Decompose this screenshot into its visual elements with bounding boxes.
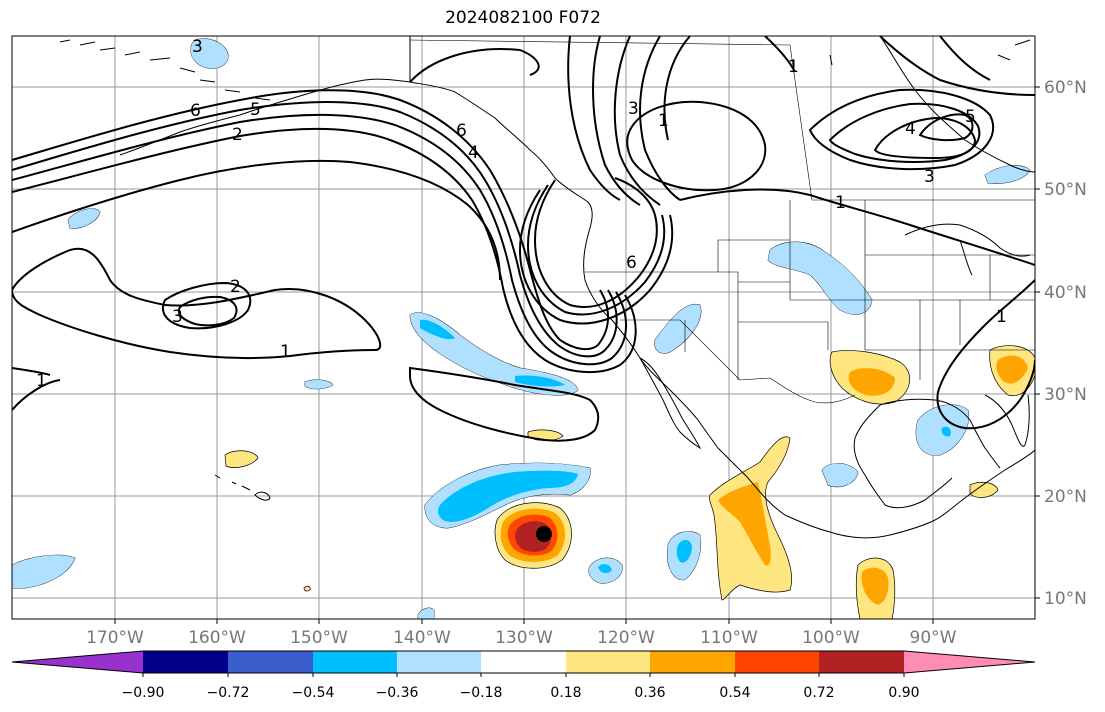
lat-label: 40°N bbox=[1044, 283, 1087, 303]
colorbar-label: −0.72 bbox=[207, 685, 250, 701]
colorbar-segment bbox=[735, 651, 819, 673]
lon-label: 160°W bbox=[188, 628, 246, 648]
colorbar-label: 0.90 bbox=[888, 685, 919, 701]
colorbar-label: 0.72 bbox=[803, 685, 834, 701]
lat-label: 30°N bbox=[1044, 385, 1087, 405]
colorbar-labels: −0.90 −0.72 −0.54 −0.36 −0.18 0.18 0.36 … bbox=[122, 685, 920, 701]
lat-labels: 60°N 50°N 40°N 30°N 20°N 10°N bbox=[1044, 78, 1087, 609]
colorbar-extend-max bbox=[904, 651, 1035, 673]
storm-center-marker bbox=[536, 526, 552, 542]
contour-label: 3 bbox=[192, 37, 203, 57]
lon-label: 140°W bbox=[393, 628, 451, 648]
contour-lines bbox=[12, 36, 1035, 442]
contour-label-group: 6 5 2 6 4 3 1 6 1 4 5 3 1 2 3 1 1 3 1 bbox=[36, 37, 1007, 391]
contour-label: 5 bbox=[965, 107, 976, 127]
contour-label: 1 bbox=[36, 371, 47, 391]
lon-label: 130°W bbox=[495, 628, 553, 648]
contour-label: 1 bbox=[996, 307, 1007, 327]
contour-label: 2 bbox=[230, 277, 241, 297]
lon-label: 120°W bbox=[597, 628, 655, 648]
lat-label: 50°N bbox=[1044, 180, 1087, 200]
colorbar-label: −0.54 bbox=[292, 685, 335, 701]
political-borders bbox=[409, 39, 1035, 404]
contour-label: 6 bbox=[190, 101, 201, 121]
contour-label: 3 bbox=[924, 167, 935, 187]
colorbar-label: 0.54 bbox=[719, 685, 750, 701]
lat-label: 10°N bbox=[1044, 589, 1087, 609]
contour-label: 1 bbox=[788, 57, 799, 77]
lon-label: 150°W bbox=[290, 628, 348, 648]
colorbar-segment bbox=[228, 651, 313, 673]
lat-ticks bbox=[1035, 86, 1040, 599]
lat-label: 20°N bbox=[1044, 487, 1087, 507]
contour-label: 6 bbox=[456, 121, 467, 141]
colorbar-segment bbox=[481, 651, 566, 673]
contour-label: 4 bbox=[468, 143, 479, 163]
lon-label: 170°W bbox=[86, 628, 144, 648]
contour-label: 5 bbox=[250, 100, 261, 120]
colorbar bbox=[11, 650, 1036, 677]
colorbar-segment bbox=[313, 651, 397, 673]
contour-label: 2 bbox=[232, 125, 243, 145]
colorbar-label: 0.36 bbox=[634, 685, 665, 701]
colorbar-segment bbox=[143, 651, 228, 673]
colorbar-segment bbox=[566, 651, 650, 673]
lon-ticks bbox=[114, 619, 934, 624]
contour-label: 3 bbox=[628, 99, 639, 119]
map-title: 2024082100 F072 bbox=[445, 8, 601, 28]
colorbar-segment bbox=[397, 651, 481, 673]
strong-negative-fills bbox=[420, 319, 951, 574]
lon-label: 110°W bbox=[700, 628, 758, 648]
lon-label: 100°W bbox=[802, 628, 860, 648]
lon-labels: 170°W 160°W 150°W 140°W 130°W 120°W 110°… bbox=[86, 628, 957, 648]
colorbar-segment bbox=[650, 651, 735, 673]
contour-label: 1 bbox=[280, 342, 291, 362]
colorbar-label: 0.18 bbox=[550, 685, 581, 701]
lon-label: 90°W bbox=[910, 628, 957, 648]
contour-label: 1 bbox=[658, 111, 669, 131]
contour-label: 1 bbox=[835, 193, 846, 213]
contour-label: 4 bbox=[905, 119, 916, 139]
colorbar-segment bbox=[819, 651, 904, 673]
colorbar-extend-min bbox=[12, 651, 143, 673]
colorbar-label: −0.18 bbox=[460, 685, 503, 701]
contour-label: 6 bbox=[626, 253, 637, 273]
colorbar-label: −0.36 bbox=[376, 685, 419, 701]
lat-label: 60°N bbox=[1044, 78, 1087, 98]
colorbar-label: −0.90 bbox=[122, 685, 165, 701]
contour-label: 3 bbox=[172, 307, 183, 327]
